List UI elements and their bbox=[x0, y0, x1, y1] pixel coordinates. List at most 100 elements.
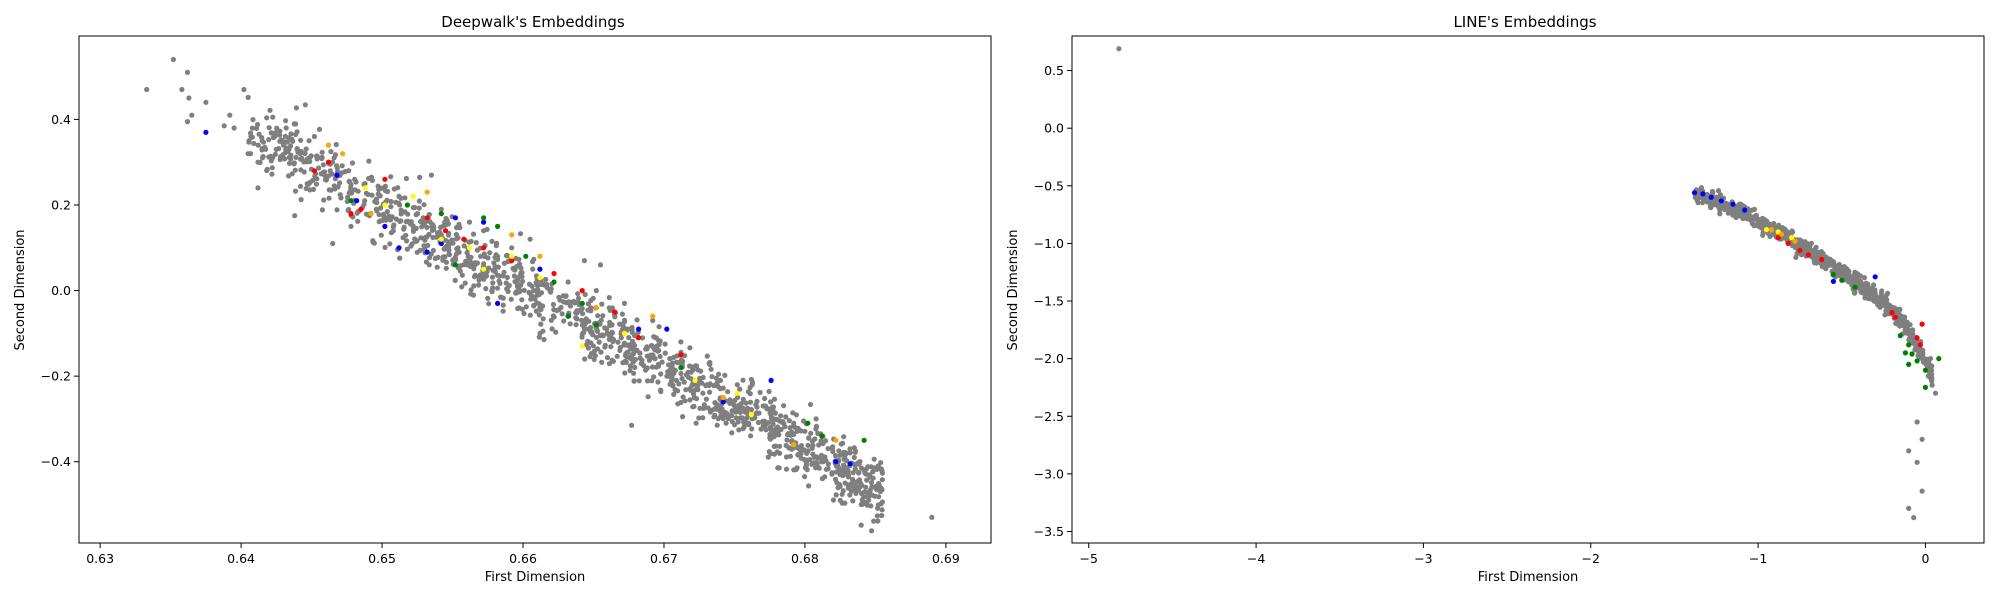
deepwalk-gray-point bbox=[504, 274, 510, 281]
deepwalk-gray-point bbox=[326, 195, 332, 201]
line-red-point bbox=[1892, 314, 1898, 320]
deepwalk-gray-point bbox=[388, 204, 394, 210]
deepwalk-gray-point bbox=[794, 465, 800, 471]
line-gray-point bbox=[1907, 333, 1913, 339]
deepwalk-gray-point bbox=[465, 253, 471, 259]
deepwalk-gray-point bbox=[286, 173, 292, 179]
deepwalk-gray-point bbox=[556, 307, 562, 313]
deepwalk-gray-point bbox=[470, 292, 477, 298]
line-gray-point bbox=[1760, 232, 1766, 238]
line-gray-point bbox=[1116, 46, 1122, 52]
deepwalk-gray-point bbox=[483, 286, 489, 292]
deepwalk-gray-point bbox=[355, 218, 361, 224]
deepwalk-gray-point bbox=[583, 342, 590, 348]
deepwalk-gray-point bbox=[487, 250, 493, 256]
deepwalk-gray-point bbox=[413, 225, 419, 231]
line-gray-point bbox=[1850, 279, 1856, 285]
deepwalk-gray-point bbox=[231, 125, 237, 131]
deepwalk-gray-point bbox=[629, 324, 635, 331]
line-gray-point bbox=[1901, 322, 1907, 328]
deepwalk-gray-point bbox=[489, 289, 495, 295]
deepwalk-gray-point bbox=[395, 185, 401, 191]
deepwalk-green-point bbox=[565, 313, 571, 319]
deepwalk-gray-point bbox=[762, 403, 769, 409]
deepwalk-gray-point bbox=[590, 295, 596, 301]
deepwalk-gray-point bbox=[863, 471, 869, 477]
deepwalk-gray-point bbox=[540, 316, 546, 322]
deepwalk-gray-point bbox=[530, 294, 536, 300]
line-gray-point bbox=[1862, 281, 1868, 287]
deepwalk-gray-point bbox=[398, 218, 404, 224]
deepwalk-gray-point bbox=[509, 245, 515, 251]
deepwalk-gray-point bbox=[619, 311, 626, 317]
line-gray-point bbox=[1929, 382, 1935, 388]
deepwalk-gray-point bbox=[621, 300, 628, 306]
deepwalk-gray-point bbox=[675, 401, 681, 407]
line-green-point bbox=[1839, 277, 1845, 283]
deepwalk-gray-point bbox=[277, 128, 283, 134]
deepwalk-x-tick-label: 0.64 bbox=[227, 551, 255, 566]
deepwalk-gray-point bbox=[680, 394, 686, 400]
deepwalk-gray-point bbox=[303, 146, 309, 152]
deepwalk-gray-point bbox=[820, 459, 826, 465]
deepwalk-gray-point bbox=[802, 474, 808, 480]
deepwalk-green-point bbox=[819, 433, 825, 439]
deepwalk-gray-point bbox=[442, 254, 448, 260]
deepwalk-gray-point bbox=[531, 303, 537, 309]
deepwalk-gray-point bbox=[789, 446, 795, 452]
deepwalk-gray-point bbox=[814, 454, 820, 460]
deepwalk-gray-point bbox=[519, 297, 525, 303]
line-red-point bbox=[1919, 321, 1925, 327]
deepwalk-x-tick-label: 0.68 bbox=[791, 551, 819, 566]
deepwalk-gray-point bbox=[352, 187, 358, 193]
deepwalk-gray-point bbox=[816, 442, 822, 448]
deepwalk-gray-point bbox=[763, 427, 769, 433]
deepwalk-gray-point bbox=[253, 125, 260, 131]
deepwalk-gray-point bbox=[466, 239, 472, 245]
deepwalk-green-point bbox=[404, 202, 410, 208]
deepwalk-gray-point bbox=[593, 334, 600, 340]
deepwalk-gray-point bbox=[843, 465, 849, 471]
deepwalk-gray-point bbox=[708, 366, 714, 372]
line-red-point bbox=[1889, 309, 1895, 316]
line-y-tick-label: 0.0 bbox=[1044, 121, 1064, 136]
line-red-point bbox=[1775, 235, 1781, 241]
deepwalk-gray-point bbox=[245, 94, 251, 100]
line-green-point bbox=[1906, 342, 1912, 348]
deepwalk-gray-point bbox=[494, 272, 500, 278]
line-gray-point bbox=[1919, 436, 1925, 442]
deepwalk-gray-point bbox=[283, 118, 289, 124]
line-gray-point bbox=[1798, 252, 1804, 258]
deepwalk-gray-point bbox=[865, 464, 871, 470]
deepwalk-gray-point bbox=[729, 408, 735, 414]
deepwalk-gray-point bbox=[712, 400, 718, 406]
deepwalk-gray-point bbox=[581, 326, 588, 332]
deepwalk-gray-point bbox=[339, 163, 345, 169]
deepwalk-gray-point bbox=[756, 410, 762, 416]
deepwalk-gray-point bbox=[348, 223, 354, 229]
deepwalk-gray-point bbox=[856, 470, 862, 476]
deepwalk-gray-point bbox=[500, 302, 506, 308]
deepwalk-gray-point bbox=[582, 291, 588, 298]
deepwalk-gray-point bbox=[662, 341, 668, 347]
deepwalk-gray-point bbox=[521, 287, 527, 293]
deepwalk-green-point bbox=[348, 198, 354, 204]
deepwalk-gray-point bbox=[871, 456, 877, 462]
line-gray-point bbox=[1858, 289, 1864, 295]
deepwalk-gray-point bbox=[829, 445, 836, 451]
line-gray-point bbox=[1722, 202, 1728, 208]
deepwalk-gray-point bbox=[608, 344, 614, 350]
deepwalk-gray-point bbox=[301, 169, 307, 175]
deepwalk-gray-point bbox=[765, 420, 771, 426]
deepwalk-gray-point bbox=[302, 102, 308, 108]
deepwalk-gray-point bbox=[777, 443, 783, 449]
deepwalk-gray-point bbox=[852, 483, 858, 489]
line-gray-point bbox=[1917, 354, 1923, 360]
deepwalk-gray-point bbox=[723, 420, 729, 426]
deepwalk-gray-point bbox=[662, 350, 668, 356]
deepwalk-green-point bbox=[805, 420, 811, 426]
deepwalk-gray-point bbox=[283, 125, 289, 131]
line-gray-point bbox=[1844, 270, 1850, 276]
deepwalk-gray-point bbox=[288, 156, 294, 162]
deepwalk-x-tick-label: 0.67 bbox=[650, 551, 678, 566]
